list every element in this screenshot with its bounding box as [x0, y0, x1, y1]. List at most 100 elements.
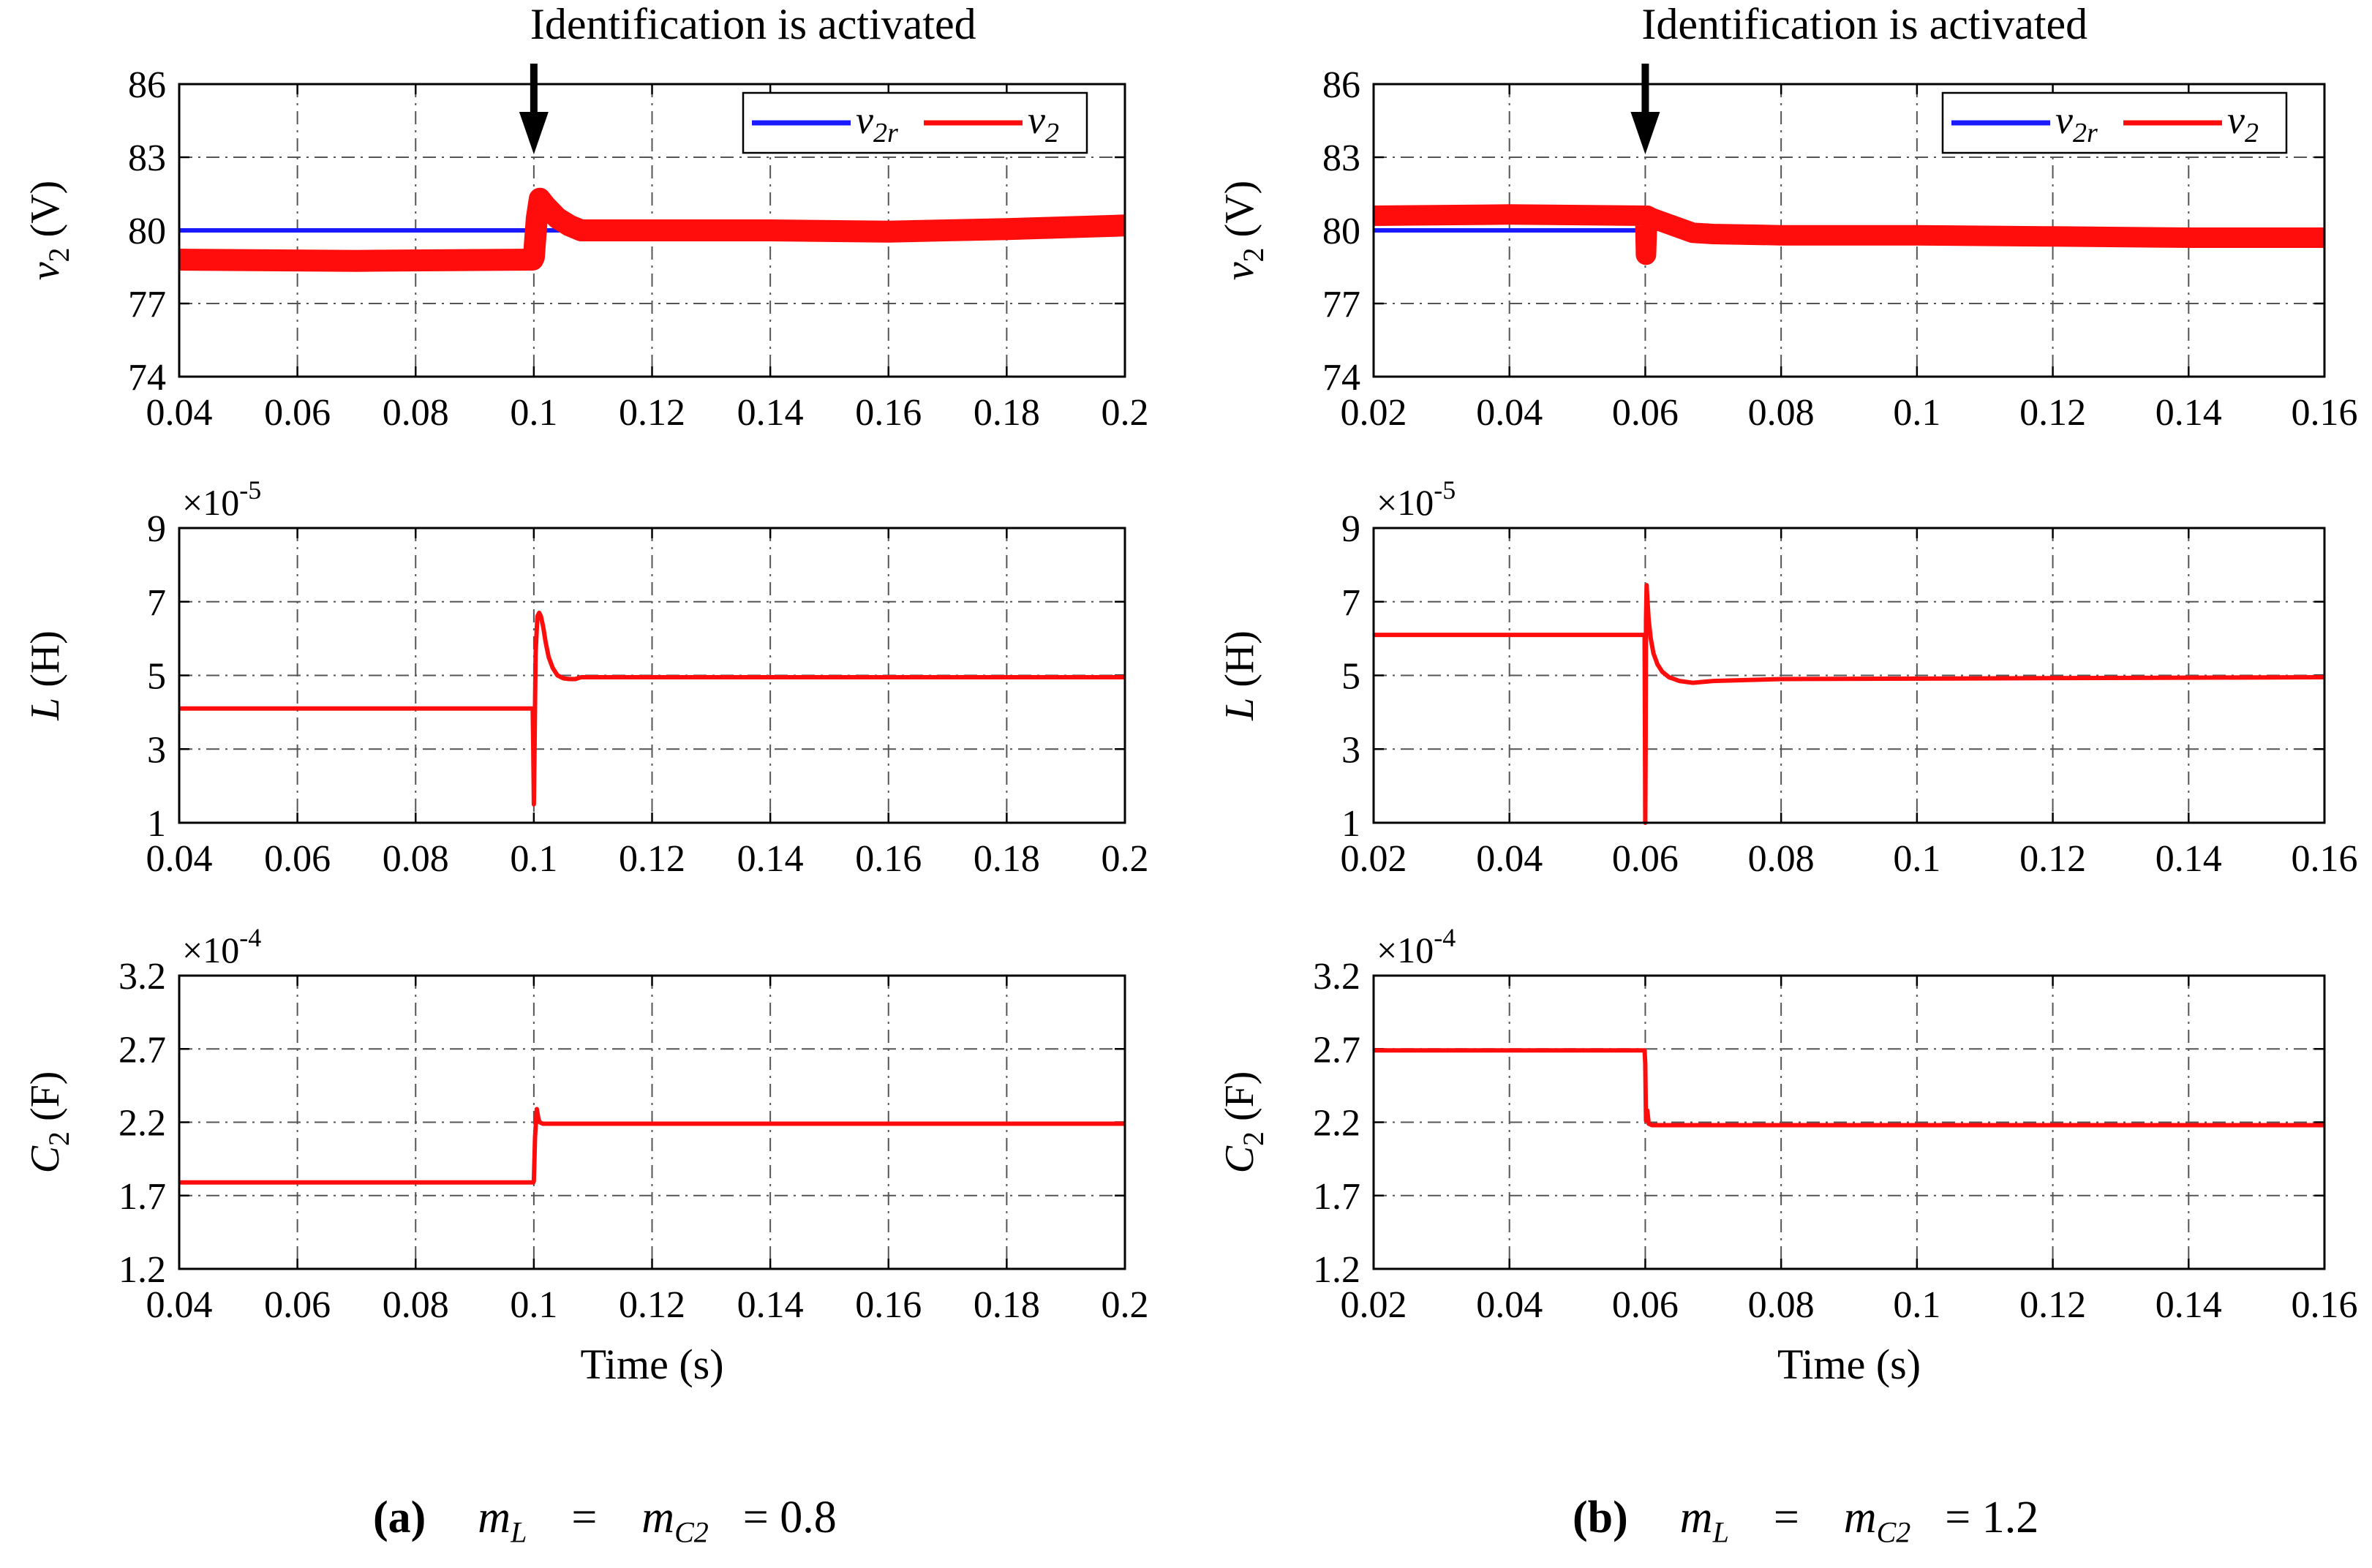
y-tick-label: 9 — [147, 508, 166, 550]
caption-a-m2: m — [641, 1493, 675, 1542]
caption-a: (a) mL = mC2 = 0.8 — [373, 1492, 837, 1549]
x-tick-label: 0.12 — [2019, 838, 2086, 880]
y-tick-label: 7 — [1341, 582, 1360, 624]
legend-label: v2 — [2227, 98, 2259, 148]
x-tick-label: 0.02 — [1341, 1284, 1407, 1326]
x-tick-label: 0.12 — [619, 838, 685, 880]
caption-a-value: = 0.8 — [742, 1493, 837, 1542]
svg-text:C2 (F): C2 (F) — [23, 1071, 75, 1174]
svg-text:C2 (F): C2 (F) — [1217, 1071, 1270, 1174]
svg-text:v2 (V): v2 (V) — [23, 181, 75, 281]
y-tick-label: 3.2 — [118, 956, 166, 998]
y-tick-label: 1.7 — [1313, 1176, 1360, 1218]
y-tick-label: 83 — [128, 137, 166, 179]
caption-b-m2-sub: C2 — [1876, 1515, 1911, 1549]
y-tick-label: 83 — [1322, 137, 1360, 179]
x-tick-label: 0.04 — [1476, 392, 1543, 434]
svg-text:L (H): L (H) — [1217, 630, 1262, 721]
y-tick-label: 5 — [147, 656, 166, 698]
chart-a-capacitance: 0.04 0.06 0.08 0.1 0.12 0.14 0.16 0.18 0.2 1.2 1.7… — [23, 923, 1149, 1388]
caption-b-eq: = — [1773, 1493, 1799, 1542]
x-tick-label: 0.18 — [974, 838, 1040, 880]
y-tick-label: 3.2 — [1313, 956, 1360, 998]
x-tick-label: 0.16 — [2292, 838, 2358, 880]
legend: v2r v2 — [1941, 91, 2288, 154]
x-tick-label: 0.14 — [737, 838, 804, 880]
y-tick-label: 86 — [1322, 64, 1360, 106]
caption-b-m2: m — [1843, 1493, 1877, 1542]
caption-a-m2-sub: C2 — [674, 1515, 709, 1549]
x-tick-label: 0.12 — [2019, 1284, 2086, 1326]
x-tick-label: 0.14 — [2155, 838, 2222, 880]
chart-b-capacitance: 0.02 0.04 0.06 0.08 0.1 0.12 0.14 0.16 1.2 1.7 2.2… — [1217, 923, 2358, 1388]
svg-text:v2 (V): v2 (V) — [1217, 181, 1270, 281]
x-tick-label: 0.16 — [2292, 1284, 2358, 1326]
y-tick-label: 1.2 — [1313, 1249, 1360, 1291]
x-tick-label: 0.08 — [383, 1284, 449, 1326]
y-tick-label: 80 — [128, 211, 166, 252]
x-tick-label: 0.06 — [264, 838, 331, 880]
x-tick-label: 0.04 — [146, 838, 213, 880]
y-tick-label: 77 — [1322, 284, 1360, 325]
svg-text:L (H): L (H) — [23, 630, 68, 721]
series-C2 — [179, 1107, 1125, 1185]
x-tick-label: 0.2 — [1102, 392, 1149, 434]
x-tick-label: 0.06 — [264, 392, 331, 434]
y-tick-label: 9 — [1341, 508, 1360, 550]
x-tick-label: 0.18 — [974, 392, 1040, 434]
y-tick-label: 86 — [128, 64, 166, 106]
x-tick-label: 0.02 — [1341, 392, 1407, 434]
y-axis-label: v2 (V) — [23, 181, 75, 281]
x-tick-label: 0.1 — [510, 838, 557, 880]
x-axis-label: Time (s) — [580, 1341, 723, 1388]
axis-exponent: ×10-4 — [1377, 923, 1456, 970]
x-tick-label: 0.04 — [146, 392, 213, 434]
y-tick-label: 3 — [147, 729, 166, 771]
series-v2 — [1373, 212, 2324, 257]
x-tick-label: 0.06 — [1612, 392, 1679, 434]
y-axis-label: L (H) — [1217, 630, 1262, 721]
y-tick-label: 74 — [128, 357, 166, 399]
x-tick-label: 0.1 — [1893, 1284, 1940, 1326]
x-tick-label: 0.18 — [974, 1284, 1040, 1326]
legend: v2r v2 — [742, 91, 1088, 154]
x-tick-label: 0.16 — [2292, 392, 2358, 434]
chart-a-inductance: 0.04 0.06 0.08 0.1 0.12 0.14 0.16 0.18 0.2 1 3 5 7 9 ×… — [23, 475, 1149, 880]
x-tick-label: 0.14 — [737, 1284, 804, 1326]
x-tick-label: 0.06 — [1612, 838, 1679, 880]
x-tick-label: 0.12 — [2019, 392, 2086, 434]
caption-b-m1-sub: L — [1712, 1515, 1729, 1549]
axes-box — [1372, 974, 2326, 1270]
caption-a-m1: m — [478, 1493, 511, 1542]
x-tick-label: 0.14 — [2155, 392, 2222, 434]
x-tick-label: 0.08 — [383, 838, 449, 880]
caption-a-m1-sub: L — [511, 1515, 527, 1549]
caption-b-tag: (b) — [1573, 1493, 1628, 1542]
axis-exponent: ×10-5 — [182, 475, 261, 523]
x-tick-label: 0.06 — [264, 1284, 331, 1326]
axis-exponent: ×10-5 — [1377, 475, 1456, 523]
x-axis-label: Time (s) — [1777, 1341, 1921, 1388]
chart-b-voltage: 0.02 0.04 0.06 0.08 0.1 0.12 0.14 0.16 74 77 80 83 8… — [1217, 64, 2358, 434]
axis-exponent: ×10-4 — [182, 923, 261, 970]
x-tick-label: 0.14 — [737, 392, 804, 434]
annotation-text: Identification is activated — [1641, 0, 2087, 48]
caption-a-tag: (a) — [373, 1493, 426, 1542]
x-tick-label: 0.12 — [619, 1284, 685, 1326]
y-axis-label: C2 (F) — [1217, 1071, 1270, 1174]
series-L — [179, 610, 1125, 807]
axes-box — [178, 83, 1126, 378]
x-tick-label: 0.08 — [383, 392, 449, 434]
annotation-text: Identification is activated — [530, 0, 976, 48]
x-tick-label: 0.04 — [1476, 838, 1543, 880]
annotation-b: Identification is activated — [1630, 0, 2087, 154]
x-tick-label: 0.08 — [1748, 1284, 1815, 1326]
axes-box — [1372, 527, 2326, 824]
x-tick-label: 0.14 — [2155, 1284, 2222, 1326]
caption-b: (b) mL = mC2 = 1.2 — [1573, 1492, 2038, 1549]
legend-label: v2r — [856, 98, 898, 148]
y-tick-label: 80 — [1322, 211, 1360, 252]
x-tick-label: 0.16 — [855, 392, 922, 434]
series-v2 — [178, 196, 1126, 263]
y-tick-label: 1 — [1341, 803, 1360, 845]
